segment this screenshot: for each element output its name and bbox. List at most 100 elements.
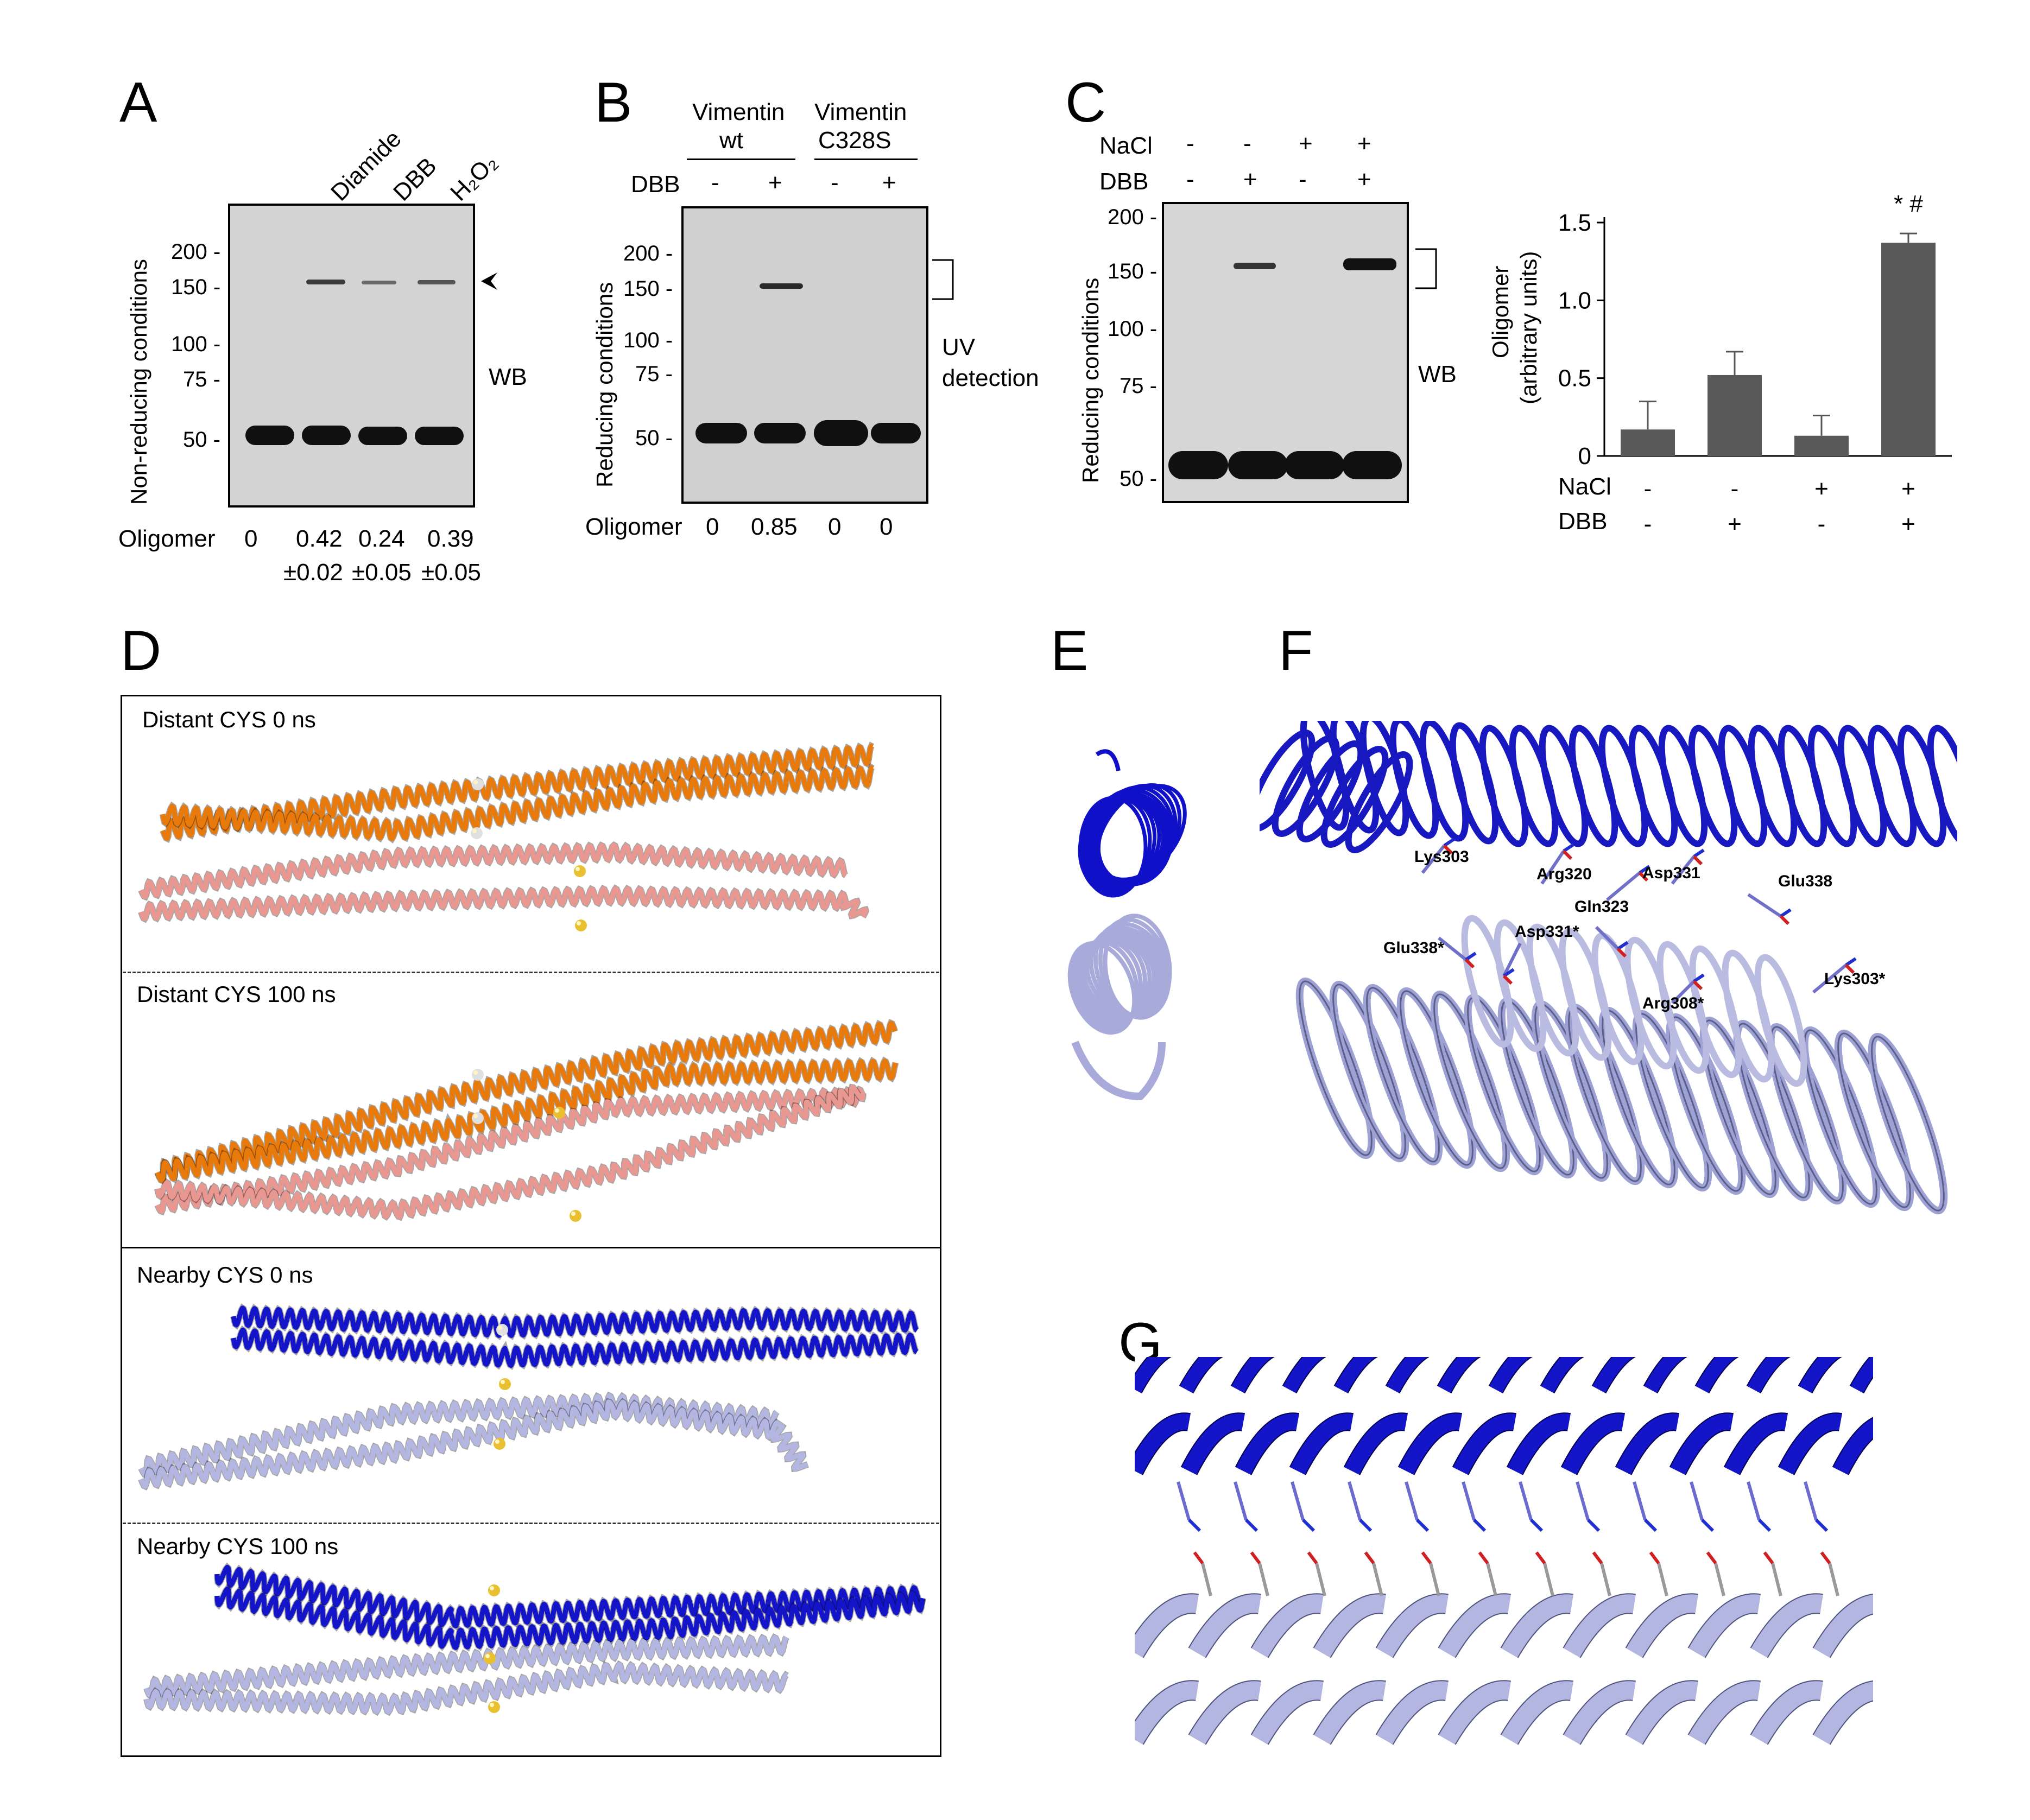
dbb-sign-c3: - — [1299, 166, 1307, 193]
residue-label-lys303: Lys303 — [1414, 848, 1469, 866]
marker-b-100: 100 - — [623, 328, 673, 352]
panel-d-box-bottom — [121, 1247, 941, 1757]
wb-label-a: WB — [489, 364, 527, 390]
title-nearby-0: Nearby CYS 0 ns — [137, 1262, 313, 1288]
dbb-sign-c2: + — [1243, 166, 1257, 193]
dbb-sign-b2: + — [768, 169, 782, 196]
chart-dbb-sign: + — [1728, 511, 1742, 537]
bracket-icon-c — [1415, 248, 1437, 289]
marker-50: 50 - — [183, 428, 220, 452]
marker-c-200: 200 - — [1108, 205, 1158, 229]
oligomer-label-a: Oligomer — [118, 525, 216, 552]
chart-dbb-label: DBB — [1558, 508, 1608, 535]
residue-label-asp331s: Asp331* — [1515, 923, 1579, 941]
oligomer-value-b3: 0 — [828, 513, 842, 540]
dbb-sign-b3: - — [831, 169, 839, 196]
chart-annotation: * # — [1894, 191, 1923, 217]
oligomer-value-a2: 0.42 — [296, 525, 343, 552]
ylabel-reducing-c: Reducing conditions — [1078, 277, 1103, 483]
dbb-label-b: DBB — [631, 171, 680, 198]
protein-structure-distant-100 — [154, 1018, 899, 1222]
marker-b-50: 50 - — [635, 426, 673, 450]
panel-label-a: A — [119, 71, 157, 134]
chart-ylabel-line1: Oligomer — [1488, 265, 1513, 358]
nacl-sign-c2: - — [1243, 130, 1251, 157]
dbb-sign-b4: + — [882, 169, 896, 196]
chart-ytick-label: 1.0 — [1558, 287, 1591, 314]
residue-label-arg308s: Arg308* — [1642, 994, 1704, 1012]
uv-label-2: detection — [942, 365, 1039, 391]
marker-c-150: 150 - — [1108, 259, 1158, 283]
chart-nacl-sign: + — [1814, 475, 1829, 502]
chart-nacl-sign: - — [1731, 475, 1739, 502]
oligomer-sd-a3: ±0.05 — [352, 559, 412, 586]
oligomer-value-b1: 0 — [706, 513, 719, 540]
oligomer-value-b4: 0 — [880, 513, 893, 540]
nacl-label-c: NaCl — [1099, 132, 1153, 159]
title-distant-0: Distant CYS 0 ns — [142, 707, 316, 732]
nacl-sign-c3: + — [1299, 130, 1313, 157]
ylabel-non-reducing: Non-reducing conditions — [126, 259, 151, 505]
dbb-label-c: DBB — [1099, 168, 1149, 195]
uv-gel-b — [681, 206, 928, 504]
chart-dbb-sign: - — [1644, 511, 1652, 537]
group-label-mut-2: C328S — [818, 127, 891, 154]
protein-structure-distant-0 — [138, 741, 875, 931]
lane-label-dbb: DBB — [388, 153, 442, 206]
western-blot-c — [1162, 202, 1409, 503]
chart-bar — [1794, 435, 1849, 456]
protein-structure-nearby-0 — [138, 1303, 919, 1491]
chart-nacl-label: NaCl — [1558, 473, 1611, 500]
nacl-sign-c1: - — [1186, 130, 1194, 157]
residue-label-lys303s: Lys303* — [1824, 970, 1886, 988]
residue-label-asp331: Asp331 — [1642, 864, 1700, 882]
dbb-sign-c4: + — [1357, 166, 1371, 193]
oligomer-sd-a4: ±0.05 — [421, 559, 481, 586]
nacl-sign-c4: + — [1357, 130, 1371, 157]
marker-100: 100 - — [171, 332, 221, 356]
marker-b-75: 75 - — [635, 362, 673, 386]
chart-dbb-sign: + — [1901, 511, 1915, 537]
panel-label-c: C — [1065, 71, 1106, 134]
oligomer-value-a4: 0.39 — [427, 525, 474, 552]
marker-200: 200 - — [171, 240, 221, 264]
group-label-wt-1: Vimentin — [692, 99, 785, 125]
oligomer-value-b2: 0.85 — [751, 513, 798, 540]
marker-b-150: 150 - — [623, 277, 673, 301]
dbb-sign-c1: - — [1186, 166, 1194, 193]
panel-e-end-view — [1067, 749, 1187, 1101]
oligomer-value-a1: 0 — [244, 525, 258, 552]
bar-chart-svg: 0 0.5 1.0 1.5 - - - + + - + + * # — [1558, 191, 1952, 537]
chart-ytick-label: 0.5 — [1558, 365, 1591, 392]
panel-label-d: D — [121, 619, 162, 682]
chart-nacl-sign: - — [1644, 475, 1652, 502]
marker-b-200: 200 - — [623, 242, 673, 265]
chart-ytick-label: 0 — [1578, 443, 1591, 470]
dbb-sign-b1: - — [711, 169, 719, 196]
panel-label-e: E — [1051, 619, 1089, 682]
oligomer-value-a3: 0.24 — [358, 525, 405, 552]
panel-g-helices — [1135, 1357, 1873, 1759]
oligomer-label-b: Oligomer — [585, 513, 682, 540]
group-label-wt-2: wt — [719, 127, 743, 154]
chart-bar — [1621, 429, 1675, 456]
marker-c-50: 50 - — [1120, 467, 1157, 491]
wb-label-c: WB — [1418, 361, 1457, 388]
panel-label-f: F — [1279, 619, 1313, 682]
uv-label-1: UV — [942, 334, 976, 360]
residue-label-arg320: Arg320 — [1536, 865, 1592, 883]
oligomer-sd-a2: ±0.02 — [283, 559, 343, 586]
panel-label-b: B — [595, 71, 633, 134]
marker-c-100: 100 - — [1108, 317, 1158, 341]
chart-bar — [1881, 243, 1936, 456]
title-distant-100: Distant CYS 100 ns — [137, 981, 336, 1007]
protein-structure-nearby-100 — [143, 1562, 926, 1716]
residue-label-glu338: Glu338 — [1778, 872, 1832, 890]
chart-ytick-label: 1.5 — [1558, 210, 1591, 236]
bracket-icon-b — [932, 259, 954, 300]
chart-ylabel-line2: (arbitrary units) — [1516, 251, 1541, 404]
residue-label-gln323: Gln323 — [1574, 898, 1629, 916]
chart-dbb-sign: - — [1818, 511, 1826, 537]
ylabel-reducing-b: Reducing conditions — [592, 282, 617, 487]
chart-nacl-sign: + — [1901, 475, 1915, 502]
